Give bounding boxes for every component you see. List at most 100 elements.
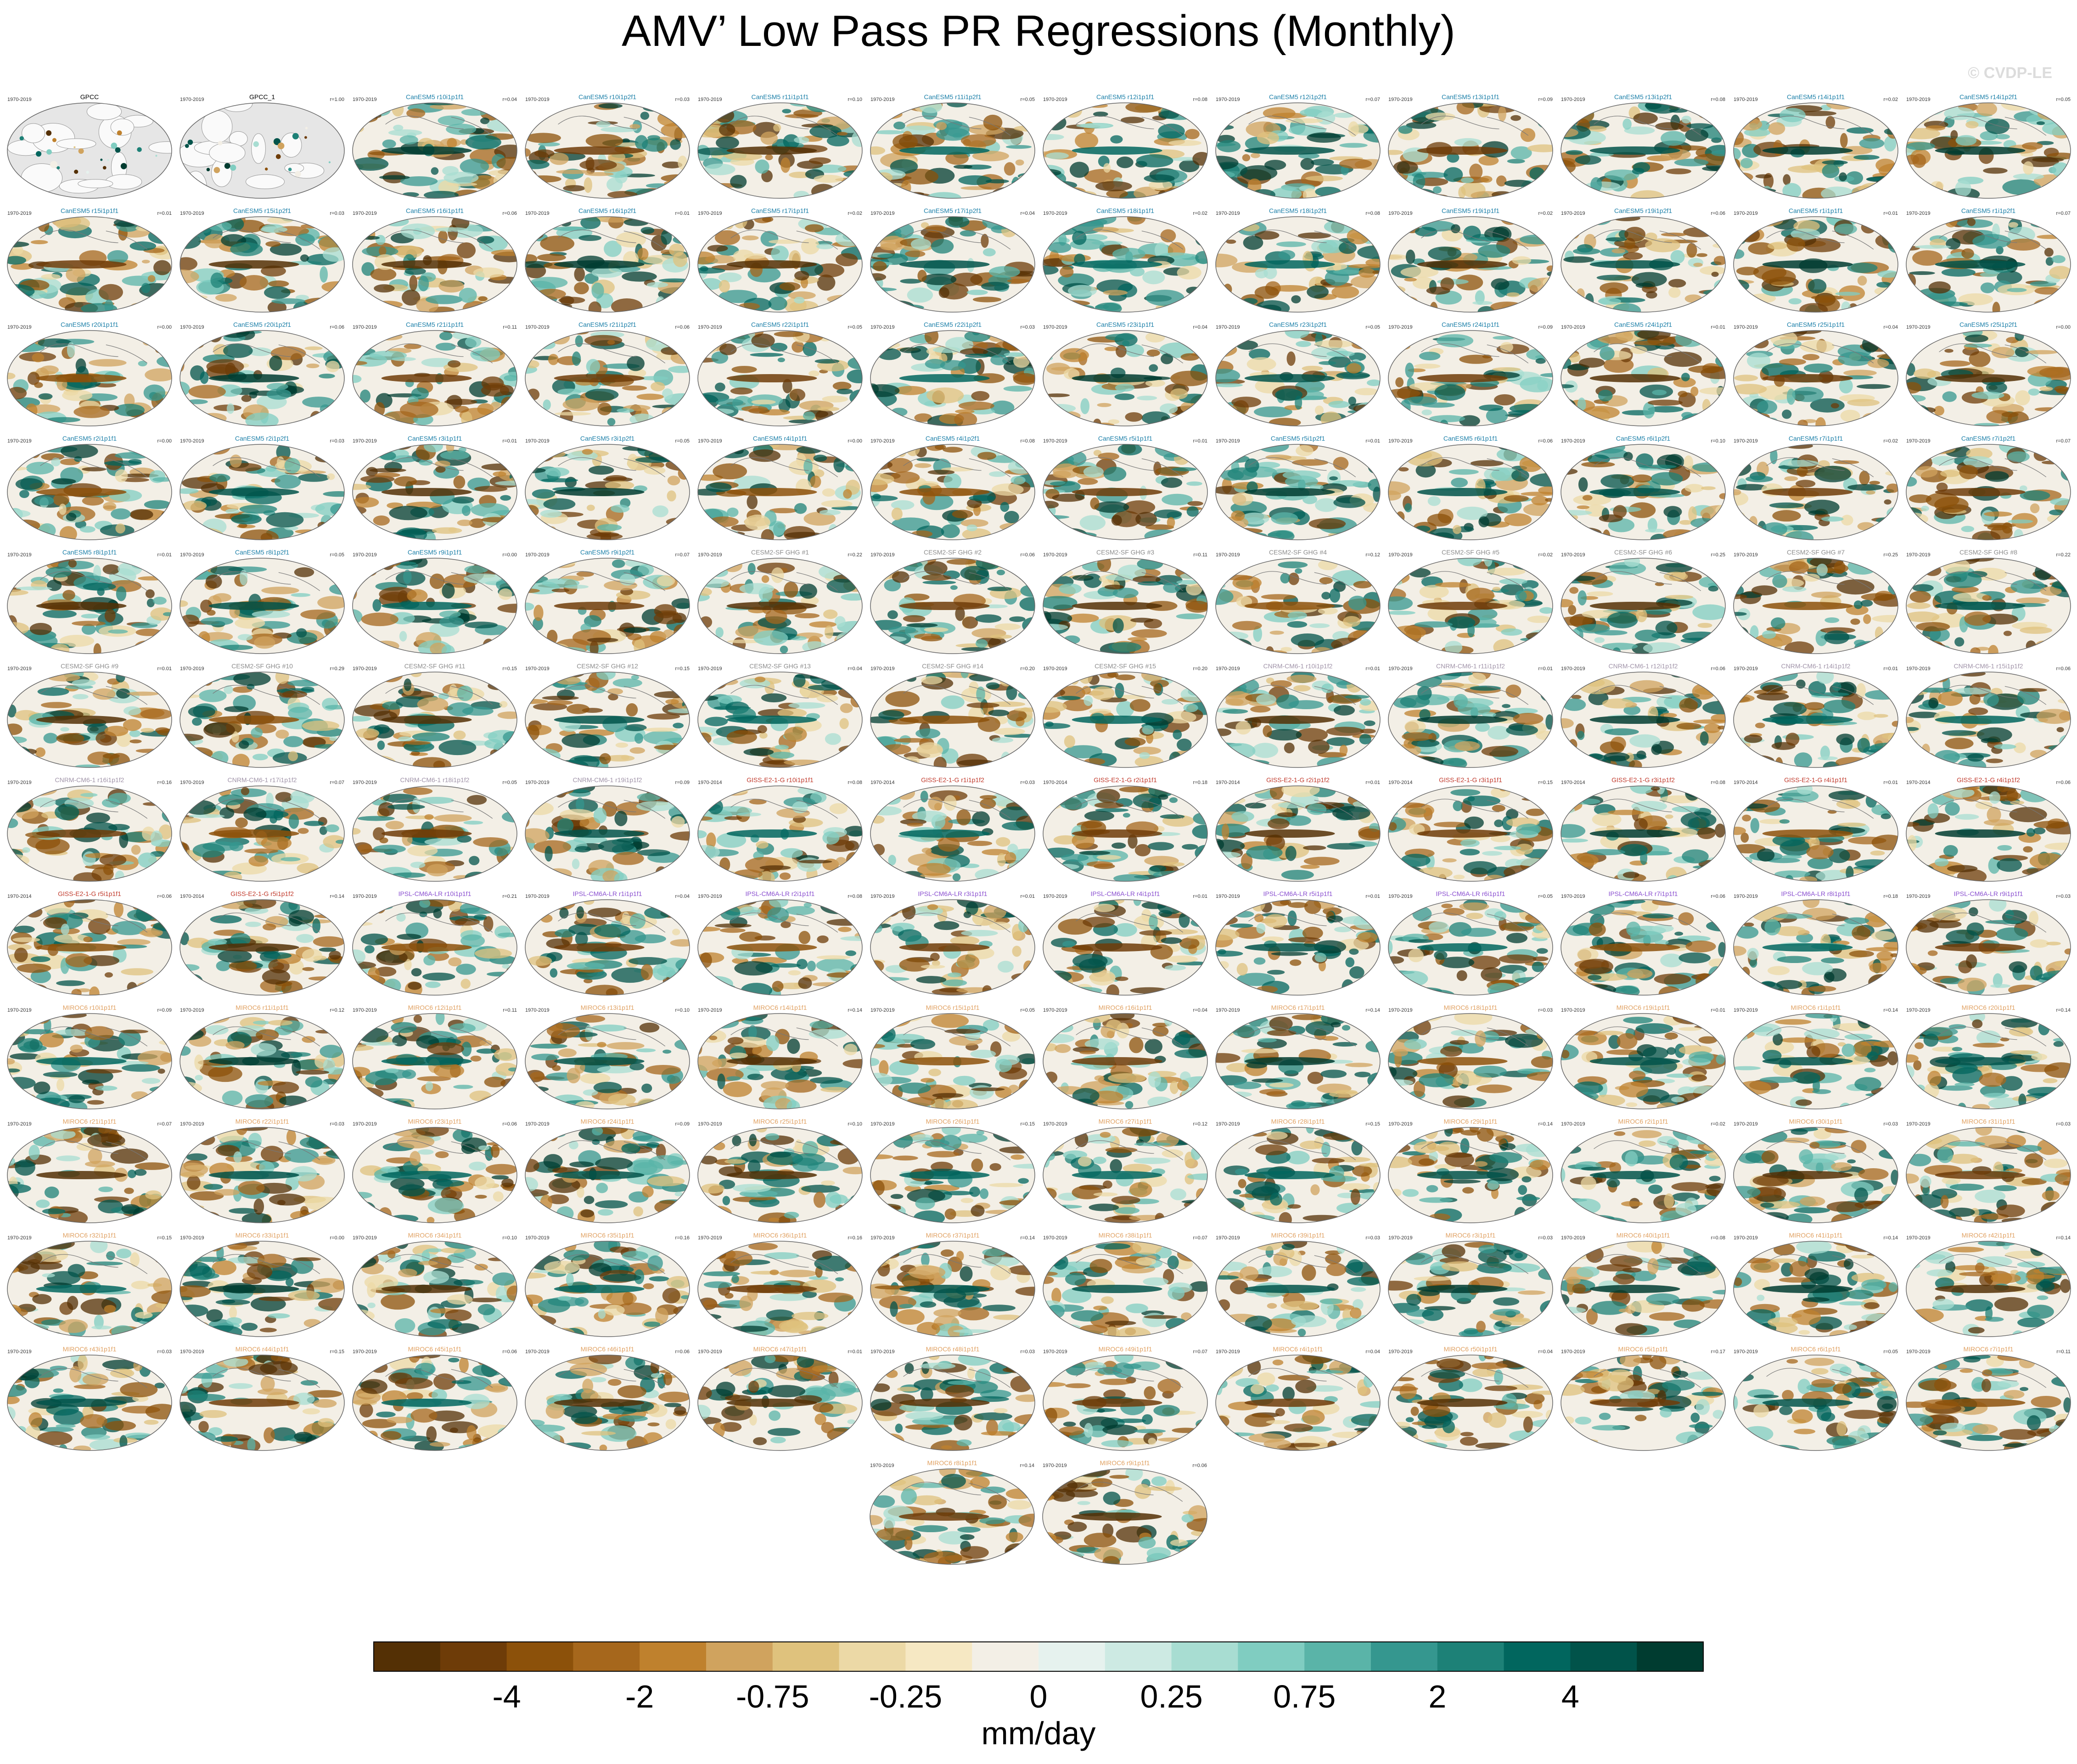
panel-title: CanESM5 r9i1p2f1 <box>580 549 635 556</box>
map-field <box>7 786 172 881</box>
panel-title: MIROC6 r38i1p1f1 <box>1099 1232 1152 1239</box>
panel-correlation: r=0.01 <box>157 666 172 672</box>
map-panel: 1970-2019 CanESM5 r20i1p2f1 r=0.06 <box>180 321 345 426</box>
map-outline <box>697 558 863 654</box>
panel-period: 1970-2019 <box>7 666 32 672</box>
map-panel: 1970-2019 CESM2-SF GHG #1 r=0.22 <box>697 549 863 654</box>
map-field <box>1216 444 1380 540</box>
map-panel: 1970-2019 MIROC6 r39i1p1f1 r=0.03 <box>1215 1232 1381 1337</box>
map-panel: 1970-2019 MIROC6 r24i1p1f1 r=0.09 <box>525 1118 690 1223</box>
panel-period: 1970-2014 <box>698 780 722 785</box>
map-field <box>1216 217 1380 312</box>
map-panel: 1970-2019 MIROC6 r6i1p1f1 r=0.05 <box>1733 1345 1898 1451</box>
map-panel: 1970-2019 CanESM5 r24i1p1f1 r=0.09 <box>1388 321 1553 426</box>
colorbar-label: mm/day <box>982 1715 1096 1751</box>
map-panel: 1970-2019 CanESM5 r11i1p1f1 r=0.10 <box>697 93 863 199</box>
map-outline <box>352 899 517 996</box>
map-outline <box>1215 102 1381 199</box>
map-panel: 1970-2019 CanESM5 r16i1p2f1 r=0.01 <box>525 207 690 313</box>
panel-period: 1970-2019 <box>525 1349 550 1355</box>
map-outline <box>870 1468 1035 1565</box>
panel-title: GISS-E2-1-G r5i1p1f1 <box>58 890 121 897</box>
panel-period: 1970-2019 <box>1216 666 1240 672</box>
map-outline <box>180 558 345 654</box>
map-outline <box>7 1127 172 1223</box>
map-field <box>1734 786 1898 881</box>
map-field <box>1043 217 1207 312</box>
panel-title: CanESM5 r8i1p2f1 <box>235 549 290 556</box>
map-panel: 1970-2019 CanESM5 r5i1p2f1 r=0.01 <box>1215 435 1381 540</box>
panel-correlation: r=0.06 <box>1711 894 1726 899</box>
map-panel: 1970-2019 CanESM5 r14i1p2f1 r=0.05 <box>1906 93 2071 199</box>
map-outline <box>870 1355 1035 1451</box>
panel-correlation: r=0.04 <box>1538 1349 1553 1355</box>
map-outline <box>352 1355 517 1451</box>
map-panel: 1970-2019 CanESM5 r21i1p1f1 r=0.11 <box>352 321 517 426</box>
map-outline <box>1043 558 1208 654</box>
map-panel: 1970-2019 CanESM5 r6i1p1f1 r=0.06 <box>1388 435 1553 540</box>
map-field <box>353 103 517 198</box>
map-outline <box>1043 672 1208 768</box>
map-panel: 1970-2019 CanESM5 r15i1p1f1 r=0.01 <box>7 207 172 313</box>
panel-title: MIROC6 r7i1p1f1 <box>1964 1345 2014 1353</box>
panel-period: 1970-2019 <box>1388 1008 1413 1013</box>
map-field <box>1561 558 1725 654</box>
panel-correlation: r=0.07 <box>330 780 345 785</box>
map-outline <box>1043 444 1208 540</box>
map-outline <box>1215 330 1381 426</box>
panel-title: CanESM5 r22i1p2f1 <box>924 321 982 328</box>
panel-correlation: r=0.06 <box>330 325 345 330</box>
panel-correlation: r=0.01 <box>1193 894 1208 899</box>
colorbar-box <box>839 1642 906 1671</box>
panel-period: 1970-2019 <box>1734 1121 1758 1127</box>
map-outline <box>1388 1013 1553 1109</box>
panel-correlation: r=0.07 <box>157 1121 172 1127</box>
panel-title: MIROC6 r32i1p1f1 <box>63 1232 117 1239</box>
map-field <box>1216 786 1380 881</box>
map-outline <box>1388 558 1553 654</box>
panel-period: 1970-2019 <box>1043 666 1067 672</box>
map-panel: 1970-2019 CanESM5 r12i1p1f1 r=0.08 <box>1043 93 1208 199</box>
colorbar-tick-label: 2 <box>1428 1679 1446 1714</box>
panel-title: CanESM5 r23i1p2f1 <box>1269 321 1327 328</box>
colorbar-box <box>573 1642 640 1671</box>
map-panel: 1970-2019 CanESM5 r15i1p2f1 r=0.03 <box>180 207 345 313</box>
map-panel: 1970-2019 CanESM5 r18i1p1f1 r=0.02 <box>1043 207 1208 313</box>
map-field <box>1388 444 1553 540</box>
panel-period: 1970-2019 <box>870 325 895 330</box>
map-field <box>1561 1241 1725 1337</box>
panel-title: MIROC6 r27i1p1f1 <box>1099 1118 1152 1125</box>
panel-title: CanESM5 r24i1p1f1 <box>1442 321 1499 328</box>
panel-title: CanESM5 r20i1p2f1 <box>233 321 291 328</box>
map-outline <box>1561 558 1726 654</box>
panel-period: 1970-2019 <box>180 211 204 216</box>
map-outline <box>7 330 172 426</box>
map-outline <box>1215 558 1381 654</box>
panel-correlation: r=0.03 <box>330 438 345 444</box>
map-field <box>525 672 690 767</box>
colorbar-box <box>1105 1642 1172 1671</box>
map-panel: 1970-2019 IPSL-CM6A-LR r5i1p1f1 r=0.01 <box>1215 890 1381 996</box>
map-outline <box>1561 1355 1726 1451</box>
map-field <box>1906 1241 2071 1337</box>
map-field <box>870 786 1035 881</box>
map-field <box>1561 444 1725 540</box>
map-outline <box>697 899 863 996</box>
map-outline <box>1388 216 1553 313</box>
map-outline <box>1043 1013 1208 1109</box>
panel-correlation: r=0.12 <box>1193 1121 1208 1127</box>
panel-title: MIROC6 r42i1p1f1 <box>1962 1232 2015 1239</box>
panel-correlation: r=0.03 <box>1538 1235 1553 1241</box>
panel-correlation: r=0.05 <box>848 325 863 330</box>
map-field <box>870 103 1035 198</box>
map-panel: 1970-2019 CanESM5 r4i1p1f1 r=0.00 <box>697 435 863 540</box>
panel-title: CanESM5 r24i1p2f1 <box>1614 321 1672 328</box>
colorbar-box <box>440 1642 507 1671</box>
panel-period: 1970-2019 <box>1906 1235 1931 1241</box>
panel-title: GISS-E2-1-G r3i1p1f1 <box>1439 776 1502 784</box>
map-field <box>7 558 172 654</box>
map-outline <box>697 216 863 313</box>
map-field <box>1734 672 1898 767</box>
map-field <box>698 1355 862 1450</box>
panel-period: 1970-2019 <box>870 1349 895 1355</box>
